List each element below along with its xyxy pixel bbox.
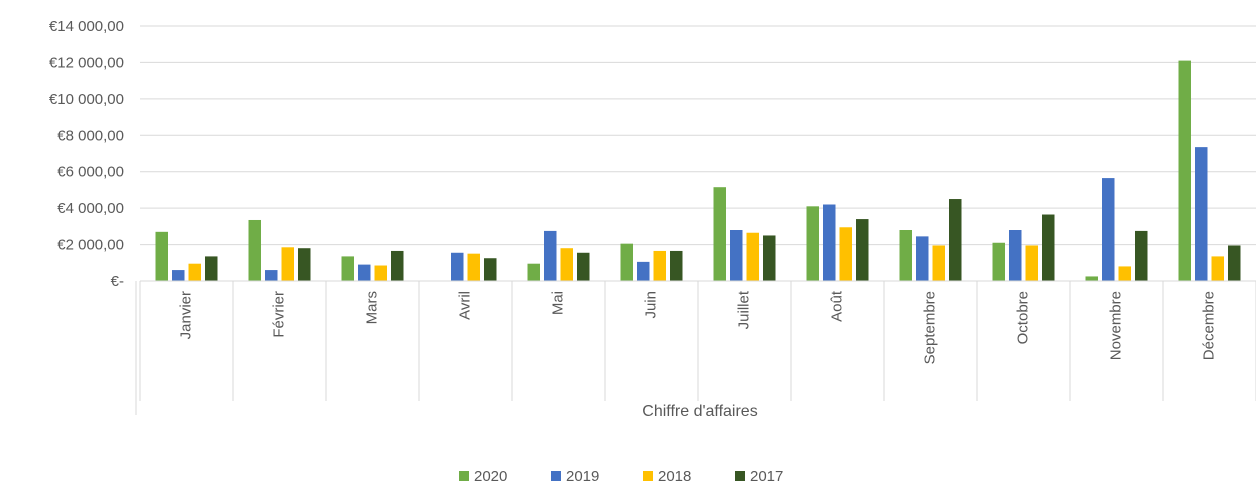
bar-2018-octobre: [1025, 245, 1038, 281]
x-tick-label: Décembre: [1200, 291, 1217, 360]
bar-2020-mai: [527, 263, 540, 281]
bar-2019-novembre: [1102, 178, 1115, 281]
bar-2019-mai: [544, 230, 557, 281]
bar-2018-décembre: [1211, 256, 1224, 281]
legend-label: 2019: [566, 468, 599, 485]
bar-2020-février: [248, 219, 261, 281]
y-tick-label: €2 000,00: [57, 237, 124, 254]
x-tick-label: Octobre: [1014, 291, 1031, 344]
bar-2018-mai: [560, 248, 573, 281]
legend-label: 2017: [750, 468, 783, 485]
bar-2017-novembre: [1135, 230, 1148, 281]
bar-2017-février: [298, 248, 311, 281]
x-tick-label: Juillet: [735, 290, 752, 329]
bar-2019-janvier: [172, 270, 185, 281]
bar-2018-février: [281, 247, 294, 281]
bar-2018-avril: [467, 253, 480, 281]
legend-swatch-2019: [551, 471, 561, 481]
bar-2017-mai: [577, 252, 590, 281]
legend-swatch-2017: [735, 471, 745, 481]
bar-2019-octobre: [1009, 230, 1022, 281]
x-tick-label: Mai: [549, 291, 566, 315]
x-tick-label: Janvier: [177, 291, 194, 339]
bar-2020-novembre: [1085, 276, 1098, 281]
x-tick-label: Août: [828, 290, 845, 322]
bar-2019-juin: [637, 261, 650, 281]
bar-2017-octobre: [1042, 214, 1055, 281]
bar-2018-septembre: [932, 245, 945, 281]
bar-2020-juillet: [713, 187, 726, 281]
bars: [155, 60, 1241, 281]
x-axis-title: Chiffre d'affaires: [642, 403, 757, 420]
y-tick-label: €6 000,00: [57, 164, 124, 181]
bar-2017-avril: [484, 258, 497, 281]
bar-2017-août: [856, 219, 869, 281]
x-tick-label: Juin: [642, 291, 659, 319]
bar-2019-avril: [451, 252, 464, 281]
bar-2018-juillet: [746, 232, 759, 281]
legend-label: 2018: [658, 468, 691, 485]
bar-2019-septembre: [916, 236, 929, 281]
bar-2019-juillet: [730, 230, 743, 281]
y-tick-label: €10 000,00: [49, 91, 124, 108]
legend-swatch-2020: [459, 471, 469, 481]
bar-2019-août: [823, 204, 836, 281]
gridlines: [140, 25, 1256, 246]
x-tick-label: Février: [270, 291, 287, 338]
bar-2017-juillet: [763, 235, 776, 281]
legend: 2020 2019 2018 2017: [459, 468, 783, 485]
x-tick-label: Avril: [456, 291, 473, 320]
y-tick-label: €8 000,00: [57, 127, 124, 144]
bar-2018-mars: [374, 265, 387, 281]
y-axis-tick-labels: €- €2 000,00 €4 000,00 €6 000,00 €8 000,00 €1…: [49, 18, 124, 290]
bar-2019-mars: [358, 264, 371, 281]
bar-2020-octobre: [992, 242, 1005, 281]
y-tick-label: €12 000,00: [49, 54, 124, 71]
x-axis: [135, 280, 1256, 415]
bar-2017-décembre: [1228, 245, 1241, 281]
bar-2017-mars: [391, 250, 404, 281]
bar-2020-décembre: [1178, 60, 1191, 281]
x-tick-label: Mars: [363, 291, 380, 324]
y-tick-label: €14 000,00: [49, 18, 124, 35]
bar-2020-août: [806, 206, 819, 281]
bar-2020-septembre: [899, 230, 912, 281]
bar-2020-mars: [341, 256, 354, 281]
y-tick-label: €4 000,00: [57, 200, 124, 217]
y-tick-label: €-: [111, 273, 124, 290]
x-tick-label: Novembre: [1107, 291, 1124, 360]
x-axis-tick-labels: Janvier Février Mars Avril Mai Juin Juillet Aoû…: [177, 290, 1217, 364]
legend-swatch-2018: [643, 471, 653, 481]
bar-2017-juin: [670, 250, 683, 281]
bar-2018-juin: [653, 250, 666, 281]
bar-2020-janvier: [155, 231, 168, 281]
bar-2017-janvier: [205, 256, 218, 281]
bar-2019-décembre: [1195, 147, 1208, 281]
bar-2017-septembre: [949, 199, 962, 281]
bar-2020-juin: [620, 243, 633, 281]
x-tick-label: Septembre: [921, 291, 938, 364]
bar-2018-août: [839, 227, 852, 281]
bar-2018-novembre: [1118, 266, 1131, 281]
bar-2019-février: [265, 270, 278, 281]
legend-label: 2020: [474, 468, 507, 485]
bar-2018-janvier: [188, 263, 201, 281]
